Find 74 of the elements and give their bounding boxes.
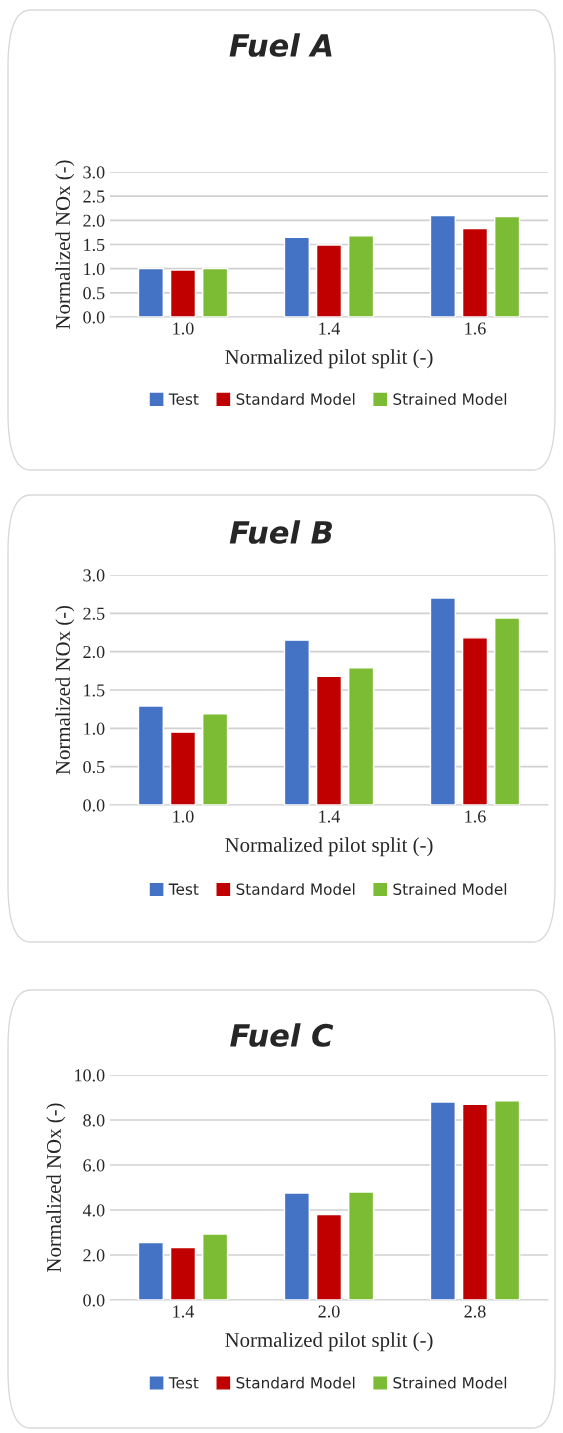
x-axis-title: Normalized pilot split (-)	[225, 1332, 433, 1352]
x-tick-label: 1.0	[173, 322, 194, 335]
bar	[461, 227, 489, 317]
x-tick-label: 1.6	[465, 322, 486, 335]
y-tick-label: 6.0	[83, 1159, 105, 1172]
y-tick-label: 0.0	[83, 799, 105, 812]
x-tick-label: 1.0	[173, 810, 194, 823]
y-axis-title: Normalized NOx (-)	[46, 1103, 66, 1272]
bar	[494, 617, 521, 805]
x-tick-label: 1.4	[319, 322, 340, 335]
x-tick-label: 1.4	[319, 810, 340, 823]
legend-label: Strained Model	[393, 393, 507, 405]
y-tick-label: 0.0	[83, 311, 105, 324]
x-tick-label: 2.0	[318, 1305, 340, 1318]
y-tick-label: 1.5	[84, 238, 105, 252]
x-axis-title: Normalized pilot split (-)	[225, 349, 433, 369]
y-tick-label: 1.5	[84, 684, 105, 697]
bar	[137, 1241, 164, 1300]
y-axis-title: Normalized NOx (-)	[55, 160, 75, 329]
y-tick-label: 2.5	[83, 190, 105, 203]
y-tick-label: 0.5	[83, 760, 105, 774]
chart-title: Fuel A	[229, 33, 332, 57]
bar	[461, 637, 489, 805]
y-tick-label: 2.0	[83, 214, 105, 227]
y-tick-label: 3.0	[83, 569, 105, 582]
legend-label: Standard Model	[236, 1376, 355, 1389]
x-tick-label: 1.4	[173, 1305, 194, 1318]
bar	[429, 1101, 456, 1300]
x-tick-label: 2.8	[464, 1305, 486, 1318]
y-tick-label: 4.0	[82, 1204, 105, 1217]
chart-title: Fuel B	[229, 520, 332, 544]
bar	[202, 1233, 229, 1300]
legend-label: Strained Model	[393, 1376, 507, 1389]
bar	[429, 214, 456, 317]
bar	[315, 675, 343, 805]
y-tick-label: 1.0	[84, 722, 105, 735]
bar	[429, 597, 456, 805]
bar	[348, 1191, 375, 1300]
bar	[494, 215, 521, 317]
bar	[348, 235, 375, 317]
x-axis-title: Normalized pilot split (-)	[225, 837, 433, 857]
bar	[283, 639, 310, 805]
bar	[202, 713, 229, 805]
y-tick-label: 2.5	[83, 607, 105, 620]
bar	[348, 667, 375, 805]
y-tick-label: 8.0	[83, 1114, 105, 1127]
legend-label: Strained Model	[393, 883, 507, 895]
bar	[137, 267, 164, 317]
legend-label: Standard Model	[236, 883, 355, 895]
y-tick-label: 2.0	[83, 645, 105, 659]
bar	[169, 269, 197, 317]
y-tick-label: 0.0	[83, 1294, 105, 1307]
y-tick-label: 3.0	[83, 166, 105, 179]
y-tick-label: 2.0	[83, 1249, 105, 1262]
bar	[283, 1192, 310, 1300]
legend-label: Test	[168, 393, 199, 405]
y-tick-label: 1.0	[84, 262, 105, 276]
legend-label: Standard Model	[236, 393, 355, 405]
legend-label: Test	[168, 1377, 199, 1389]
x-tick-label: 1.6	[465, 810, 486, 823]
y-tick-label: 0.5	[83, 287, 105, 300]
bar	[315, 244, 343, 317]
legend-label: Test	[168, 883, 199, 895]
bar	[202, 267, 229, 317]
bar	[315, 1213, 343, 1300]
chart-title: Fuel C	[230, 1023, 334, 1047]
bar	[169, 731, 197, 805]
bar	[137, 705, 164, 805]
bar	[461, 1103, 489, 1300]
bar	[169, 1246, 197, 1300]
y-axis-title: Normalized NOx (-)	[55, 605, 75, 775]
y-tick-label: 10.0	[75, 1069, 105, 1082]
bar	[494, 1100, 521, 1300]
bar	[283, 236, 310, 317]
